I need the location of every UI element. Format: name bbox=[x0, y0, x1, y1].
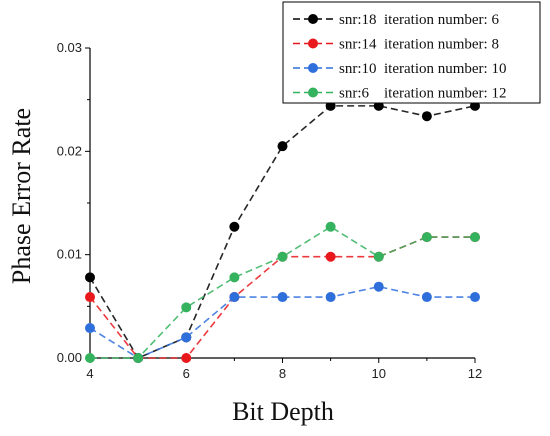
legend-item-2: snr:14 iteration number: 8 bbox=[293, 37, 499, 53]
data-point bbox=[470, 292, 480, 303]
data-point bbox=[133, 353, 144, 363]
data-point bbox=[85, 272, 95, 283]
y-tick-label: 0.00 bbox=[57, 350, 82, 365]
series-4 bbox=[85, 221, 480, 363]
x-tick-label: 6 bbox=[183, 366, 190, 381]
data-point bbox=[181, 353, 192, 363]
legend-label: snr:10 iteration number: 10 bbox=[339, 61, 506, 77]
legend-marker bbox=[308, 87, 318, 98]
data-point bbox=[229, 221, 240, 232]
y-axis-title: Phase Error Rate bbox=[7, 108, 36, 284]
data-point bbox=[421, 111, 432, 122]
legend-label: snr:18 iteration number: 6 bbox=[339, 12, 499, 28]
x-tick-label: 4 bbox=[86, 366, 93, 381]
x-axis-title: Bit Depth bbox=[232, 397, 334, 426]
legend-marker bbox=[308, 63, 318, 73]
data-point bbox=[325, 292, 336, 303]
legend-item-3: snr:10 iteration number: 10 bbox=[293, 61, 506, 77]
data-point bbox=[85, 292, 95, 303]
data-point bbox=[229, 292, 240, 303]
legend-label: snr:14 iteration number: 8 bbox=[339, 37, 499, 53]
data-point bbox=[85, 323, 95, 334]
series-layer bbox=[85, 100, 480, 363]
legend: snr:18 iteration number: 6 snr:14 iterati… bbox=[282, 1, 541, 104]
data-point bbox=[421, 292, 432, 303]
data-point bbox=[373, 251, 384, 262]
y-tick-label: 0.02 bbox=[57, 143, 82, 158]
data-point bbox=[325, 221, 336, 232]
legend-item-4: snr:6 iteration number: 12 bbox=[293, 86, 506, 102]
x-tick-label: 12 bbox=[468, 366, 482, 381]
x-tick-label: 10 bbox=[372, 366, 386, 381]
legend-marker bbox=[308, 14, 318, 24]
y-tick-label: 0.03 bbox=[57, 40, 82, 55]
series-line bbox=[89, 105, 476, 360]
data-point bbox=[229, 272, 240, 283]
data-point bbox=[277, 251, 288, 262]
data-point bbox=[470, 232, 480, 243]
data-point bbox=[325, 251, 336, 262]
x-tick-label: 8 bbox=[279, 366, 286, 381]
data-point bbox=[181, 302, 192, 313]
data-point bbox=[373, 281, 384, 292]
data-point bbox=[85, 353, 95, 363]
series-1 bbox=[85, 100, 480, 363]
data-point bbox=[277, 292, 288, 303]
series-line bbox=[90, 225, 475, 359]
legend-box bbox=[282, 1, 541, 104]
legend-marker bbox=[308, 38, 318, 49]
legend-label: snr:6 iteration number: 12 bbox=[339, 86, 506, 102]
data-point bbox=[421, 232, 432, 243]
data-point bbox=[277, 141, 288, 152]
data-point bbox=[181, 332, 192, 343]
y-tick-label: 0.01 bbox=[57, 247, 82, 262]
legend-item-1: snr:18 iteration number: 6 bbox=[293, 12, 499, 28]
